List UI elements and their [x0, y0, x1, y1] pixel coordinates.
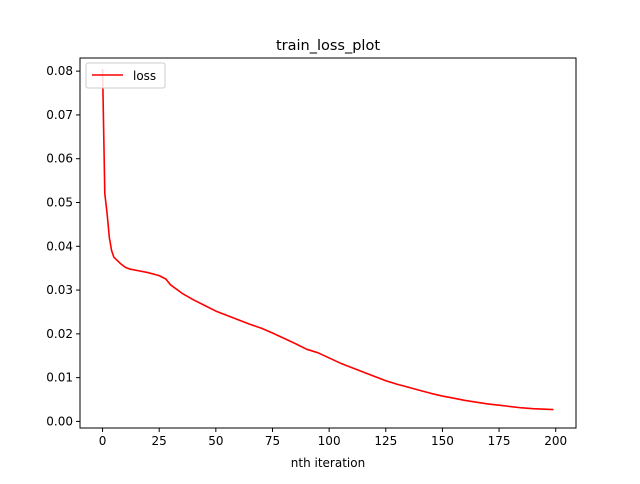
y-tick-label: 0.05	[46, 195, 73, 209]
x-tick-label: 25	[152, 434, 167, 448]
y-tick-label: 0.07	[46, 108, 73, 122]
y-tick-label: 0.03	[46, 283, 73, 297]
x-tick-label: 175	[488, 434, 511, 448]
legend: loss	[85, 62, 166, 89]
y-tick-label: 0.01	[46, 371, 73, 385]
x-tick-label: 100	[318, 434, 341, 448]
x-tick-label: 150	[431, 434, 454, 448]
plot-frame	[79, 57, 577, 429]
plot-area	[80, 58, 576, 428]
chart-title: train_loss_plot	[276, 38, 380, 54]
y-tick-label: 0.08	[46, 64, 73, 78]
series-layer	[101, 68, 554, 411]
series-line-loss	[101, 68, 554, 411]
legend-label-loss: loss	[133, 69, 156, 83]
x-tick-label: 75	[265, 434, 280, 448]
x-tick-label: 200	[544, 434, 567, 448]
y-tick-label: 0.06	[46, 152, 73, 166]
x-axis-ticks: 0 25 50 75 100 125 150 175 200	[99, 428, 567, 448]
x-axis-label: nth iteration	[291, 456, 365, 470]
x-tick-label: 0	[99, 434, 107, 448]
x-tick-label: 50	[208, 434, 223, 448]
legend-box	[85, 62, 166, 89]
y-tick-label: 0.00	[46, 414, 73, 428]
x-tick-label: 125	[374, 434, 397, 448]
y-tick-label: 0.02	[46, 327, 73, 341]
y-tick-label: 0.04	[46, 239, 73, 253]
y-axis-ticks: 0.00 0.01 0.02 0.03 0.04 0.05 0.06 0.07 0.08	[46, 64, 80, 428]
